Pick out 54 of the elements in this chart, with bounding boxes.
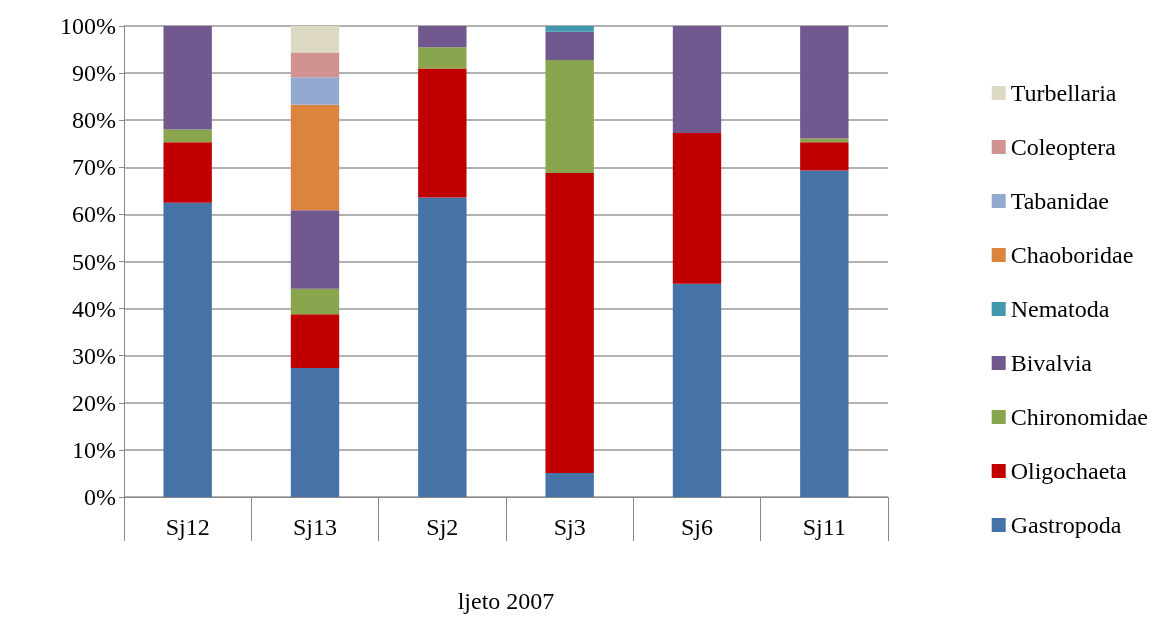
- bar: [290, 104, 340, 211]
- x-axis-title: ljeto 2007: [457, 588, 555, 614]
- y-tick-label: 30%: [72, 342, 116, 369]
- bar: [545, 59, 594, 173]
- bar: [163, 202, 212, 497]
- legend-label: Coleoptera: [1010, 134, 1117, 160]
- y-tick-label: 80%: [72, 107, 116, 134]
- y-tick-label: 40%: [72, 295, 116, 322]
- y-tick-label: 20%: [72, 389, 116, 416]
- bar: [290, 314, 340, 368]
- bar: [163, 129, 212, 143]
- bar: [290, 26, 340, 53]
- y-tick-label: 50%: [72, 248, 116, 275]
- bar: [163, 26, 212, 130]
- bar: [545, 472, 594, 497]
- y-tick-label: 60%: [72, 201, 116, 228]
- y-tick-label: 10%: [72, 436, 116, 463]
- legend-label: Oligochaeta: [1010, 458, 1127, 484]
- bar: [800, 170, 849, 497]
- legend-label: Tabanidae: [1010, 188, 1109, 214]
- y-tick-label: 0%: [84, 484, 116, 510]
- bar: [545, 172, 594, 473]
- bar: [418, 47, 467, 69]
- legend-label: Turbellaria: [1010, 80, 1117, 106]
- legend-label: Chaoboridae: [1010, 242, 1134, 268]
- legend-label: Bivalvia: [1010, 350, 1093, 376]
- legend-label: Gastropoda: [1010, 512, 1122, 538]
- x-tick-label: Sj2: [426, 514, 459, 540]
- y-tick-label: 70%: [72, 154, 116, 181]
- bar: [545, 26, 594, 32]
- x-tick-label: Sj3: [553, 514, 586, 540]
- bar: [418, 197, 467, 497]
- bar: [418, 26, 467, 48]
- bar: [672, 26, 722, 133]
- x-tick-label: Sj13: [292, 514, 338, 540]
- y-tick-label: 100%: [60, 13, 116, 39]
- bar: [800, 142, 849, 171]
- bar: [290, 210, 340, 289]
- legend-label: Nematoda: [1010, 296, 1110, 322]
- x-tick-label: Sj12: [165, 514, 210, 540]
- y-tick-label: 90%: [72, 60, 116, 87]
- bar: [290, 52, 340, 78]
- bar: [290, 288, 340, 315]
- bar: [672, 132, 722, 284]
- x-tick-label: Sj11: [802, 514, 846, 540]
- bar: [290, 367, 340, 497]
- legend-label: Chironomidae: [1010, 404, 1148, 430]
- bar: [800, 26, 849, 139]
- bar: [545, 31, 594, 60]
- bar: [672, 283, 722, 497]
- bar: [290, 77, 340, 105]
- bar: [163, 142, 212, 203]
- x-tick-label: Sj6: [680, 514, 714, 540]
- bar: [418, 68, 467, 198]
